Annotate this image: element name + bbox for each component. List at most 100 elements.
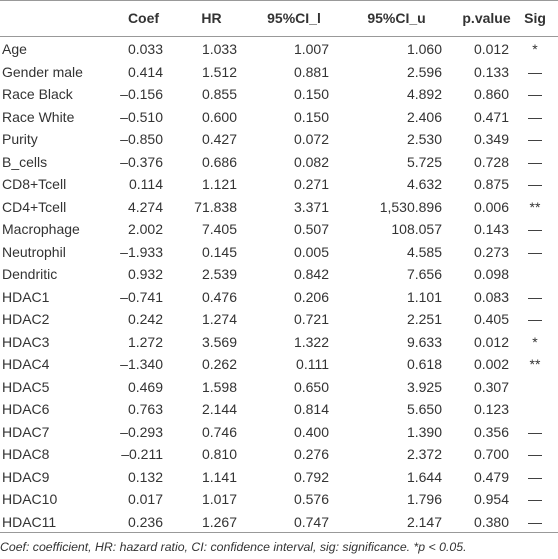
table-cell: 0.405 [473,311,509,327]
table-cell: 0.881 [293,63,329,80]
table-cell: — [528,468,542,485]
table-cell: 1.101 [406,288,442,305]
table-cell: 3.569 [201,333,237,350]
table-cell: 0.842 [293,266,329,282]
table-cell: — [528,108,542,125]
table-cell: –0.376 [120,153,163,170]
row-label: HDAC3 [2,333,50,350]
table-cell: –0.156 [120,86,163,102]
table-cell: 0.271 [293,176,329,192]
table-cell: — [528,63,542,80]
table-cell: –0.211 [121,446,163,462]
table-cell: — [528,311,542,327]
table-cell: 0.006 [473,198,509,215]
table-cell: 0.012 [473,41,509,57]
row-label: Purity [2,131,38,147]
table-cell: 0.349 [473,131,509,147]
row-label: Gender male [2,63,83,80]
table-cell: 0.686 [201,153,237,170]
table-cell: –0.741 [120,288,163,305]
table-cell: 0.150 [293,108,329,125]
table-cell: 0.114 [129,176,163,192]
column-header: p.value [462,10,511,26]
table-cell: 5.650 [406,401,442,417]
table-cell: 2.406 [406,108,442,125]
table-cell: 0.721 [293,311,329,327]
table-cell: 0.123 [473,401,509,417]
table-cell: 1.644 [406,468,442,485]
table-cell: 7.405 [201,221,237,237]
table-cell: 1.033 [201,41,237,57]
table-cell: 0.143 [473,221,509,237]
table-cell: –0.293 [120,423,163,440]
table-cell: –0.510 [120,108,163,125]
row-label: HDAC9 [2,468,50,485]
row-label: Neutrophil [2,243,66,260]
header-rule [0,36,558,37]
table-cell: 0.427 [201,131,237,147]
table-cell: 5.725 [406,153,442,170]
table-cell: 0.012 [473,333,509,350]
table-cell: 0.242 [127,311,163,327]
row-label: Age [2,41,27,57]
table-cell: 0.150 [293,86,329,102]
row-label: CD8+Tcell [2,176,67,192]
table-cell: — [528,423,542,440]
table-cell: — [528,491,542,507]
table-cell: 0.206 [293,288,329,305]
row-label: HDAC5 [2,378,50,395]
table-cell: 0.273 [473,243,509,260]
table-cell: * [532,333,538,350]
table-cell: 4.274 [127,198,163,215]
table-cell: 0.380 [473,513,509,530]
table-cell: 0.111 [296,356,329,372]
table-cell: 1.267 [201,513,237,530]
table-cell: 0.600 [201,108,237,125]
table-cell: 2.144 [201,401,237,417]
table-cell: 1.121 [201,176,237,192]
table-cell: 0.276 [293,446,329,462]
footnote: Coef: coefficient, HR: hazard ratio, CI:… [0,540,467,554]
table-cell: 0.810 [201,446,237,462]
table-cell: 0.650 [293,378,329,395]
table-cell: 0.414 [127,63,163,80]
row-label: Race White [2,108,75,125]
table-cell: –1.933 [120,243,163,260]
table-cell: 0.072 [293,131,329,147]
table-cell: 0.400 [293,423,329,440]
table-cell: 0.479 [473,468,509,485]
table-cell: 0.700 [473,446,509,462]
table-cell: 2.372 [406,446,442,462]
table-cell: 0.932 [127,266,163,282]
table-cell: 71.838 [194,198,237,215]
table-cell: ** [529,356,541,372]
row-label: HDAC11 [2,513,57,530]
table-cell: 2.530 [406,131,442,147]
table-cell: 108.057 [391,221,442,237]
row-label: Dendritic [2,266,58,282]
table-cell: 1.060 [406,41,442,57]
column-header: HR [201,10,222,26]
table-cell: 0.033 [127,41,163,57]
table-cell: 0.875 [473,176,509,192]
row-label: Race Black [2,86,73,102]
table-cell: 1.390 [406,423,442,440]
table-cell: 0.576 [293,491,329,507]
table-cell: 2.147 [406,513,442,530]
table-cell: 3.925 [406,378,442,395]
table-cell: * [532,41,538,57]
table-cell: 7.656 [406,266,442,282]
table-cell: 1.796 [406,491,442,507]
table-cell: 0.005 [293,243,329,260]
bottom-rule [0,532,558,533]
table-cell: 0.507 [293,221,329,237]
table-cell: 1.512 [201,63,237,80]
table-cell: 0.814 [293,401,329,417]
table-cell: 0.792 [293,468,329,485]
top-rule [0,0,558,1]
table-cell: ** [529,198,541,215]
table-cell: –1.340 [120,356,163,372]
row-label: HDAC10 [2,491,58,507]
table-cell: 2.539 [201,266,237,282]
